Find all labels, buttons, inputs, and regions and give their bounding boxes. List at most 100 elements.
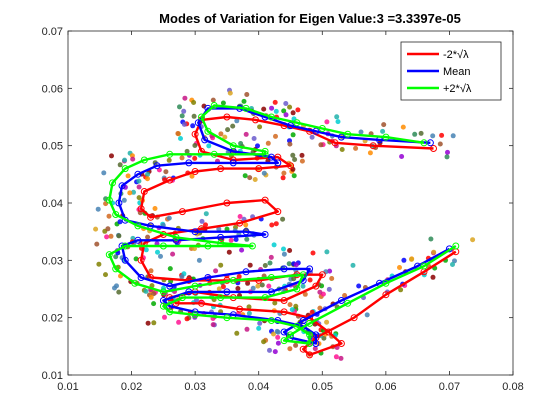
series-point-mean <box>229 159 237 167</box>
series-point-minus-2-sqrt-lambda <box>223 113 231 121</box>
sample-point <box>437 141 443 147</box>
series-layer <box>105 102 460 359</box>
sample-point <box>145 320 151 326</box>
series-point-plus-2-sqrt-lambda <box>217 294 225 302</box>
sample-point <box>235 286 241 291</box>
sample-point <box>283 101 289 106</box>
sample-point <box>93 226 99 232</box>
sample-point <box>444 154 450 160</box>
sample-point <box>430 274 436 280</box>
series-point-mean <box>223 288 231 296</box>
sample-point <box>291 173 297 179</box>
sample-point <box>170 251 176 257</box>
sample-point <box>265 140 271 146</box>
series-point-minus-2-sqrt-lambda <box>337 340 345 347</box>
sample-point <box>163 169 169 175</box>
series-point-minus-2-sqrt-lambda <box>261 196 269 204</box>
series-point-mean <box>134 170 142 178</box>
series-point-minus-2-sqrt-lambda <box>236 305 244 313</box>
sample-point <box>243 222 249 228</box>
sample-point <box>257 320 263 326</box>
sample-point <box>175 131 181 136</box>
series-point-minus-2-sqrt-lambda <box>369 142 377 150</box>
series-point-minus-2-sqrt-lambda <box>166 176 174 184</box>
series-point-minus-2-sqrt-lambda <box>252 116 259 124</box>
sample-point <box>358 129 364 135</box>
sample-point <box>103 196 109 202</box>
series-point-mean <box>153 162 161 170</box>
sample-point <box>268 254 274 260</box>
sample-point <box>272 300 278 306</box>
sample-point <box>218 131 224 137</box>
sample-point <box>220 100 226 106</box>
sample-point <box>300 283 306 289</box>
sample-point <box>327 268 333 274</box>
sample-point <box>145 234 151 240</box>
sample-point <box>96 261 102 267</box>
sample-point <box>117 162 123 168</box>
sample-point <box>103 272 108 278</box>
series-point-minus-2-sqrt-lambda <box>191 130 199 138</box>
sample-point <box>121 197 127 203</box>
sample-point <box>256 325 262 331</box>
x-tick-label: 0.04 <box>248 381 269 393</box>
sample-point <box>112 285 117 291</box>
sample-point <box>158 253 163 259</box>
sample-point <box>381 122 387 128</box>
sample-point <box>339 147 345 152</box>
sample-point <box>309 309 315 315</box>
series-point-minus-2-sqrt-lambda <box>274 208 282 216</box>
series-point-mean <box>204 274 212 281</box>
x-tick-label: 0.03 <box>184 381 205 393</box>
chart-title: Modes of Variation for Eigen Value:3 =3.… <box>159 11 461 26</box>
sample-point <box>203 222 208 228</box>
sample-point <box>333 354 339 360</box>
sample-point <box>145 176 150 182</box>
series-point-minus-2-sqrt-lambda <box>306 351 314 359</box>
series-point-mean <box>118 182 126 190</box>
series-point-mean <box>280 265 288 273</box>
sample-point <box>287 248 293 253</box>
sample-point <box>261 106 267 112</box>
series-point-minus-2-sqrt-lambda <box>312 282 320 290</box>
sample-point <box>281 108 287 114</box>
sample-point <box>281 251 287 257</box>
series-point-mean <box>115 199 123 207</box>
sample-point <box>190 123 196 129</box>
sample-point <box>94 241 100 247</box>
sample-point <box>259 282 265 288</box>
sample-point <box>430 133 436 139</box>
sample-point <box>196 257 202 263</box>
series-point-plus-2-sqrt-lambda <box>452 242 460 250</box>
series-point-plus-2-sqrt-lambda <box>382 133 390 141</box>
sample-point <box>189 173 195 179</box>
series-point-minus-2-sqrt-lambda <box>280 308 288 316</box>
tick-layer: 0.01 0.02 0.03 0.04 0.05 0.06 0.07 0.08 0.01 0.02… <box>42 26 524 393</box>
series-point-plus-2-sqrt-lambda <box>140 156 148 164</box>
sample-point <box>131 189 136 195</box>
sample-point <box>299 152 305 158</box>
sample-point <box>418 130 424 136</box>
series-point-plus-2-sqrt-lambda <box>382 279 390 287</box>
sample-point <box>182 95 188 101</box>
sample-point <box>439 132 445 138</box>
sample-point <box>257 124 263 130</box>
sample-point <box>266 283 272 289</box>
sample-point <box>247 262 253 268</box>
series-point-mean <box>242 268 250 276</box>
sample-point <box>364 312 370 318</box>
sample-point <box>292 157 298 162</box>
legend-label: Mean <box>443 66 471 78</box>
series-point-mean <box>134 236 142 244</box>
series-point-plus-2-sqrt-lambda <box>204 242 212 250</box>
sample-point <box>267 347 272 353</box>
sample-point <box>271 331 276 337</box>
series-point-plus-2-sqrt-lambda <box>267 317 275 324</box>
sample-point <box>224 226 230 232</box>
sample-point <box>342 293 348 298</box>
sample-point <box>317 289 323 295</box>
sample-point <box>317 305 323 311</box>
sample-point <box>104 234 110 240</box>
sample-point <box>178 136 183 141</box>
series-point-minus-2-sqrt-lambda <box>299 345 307 353</box>
